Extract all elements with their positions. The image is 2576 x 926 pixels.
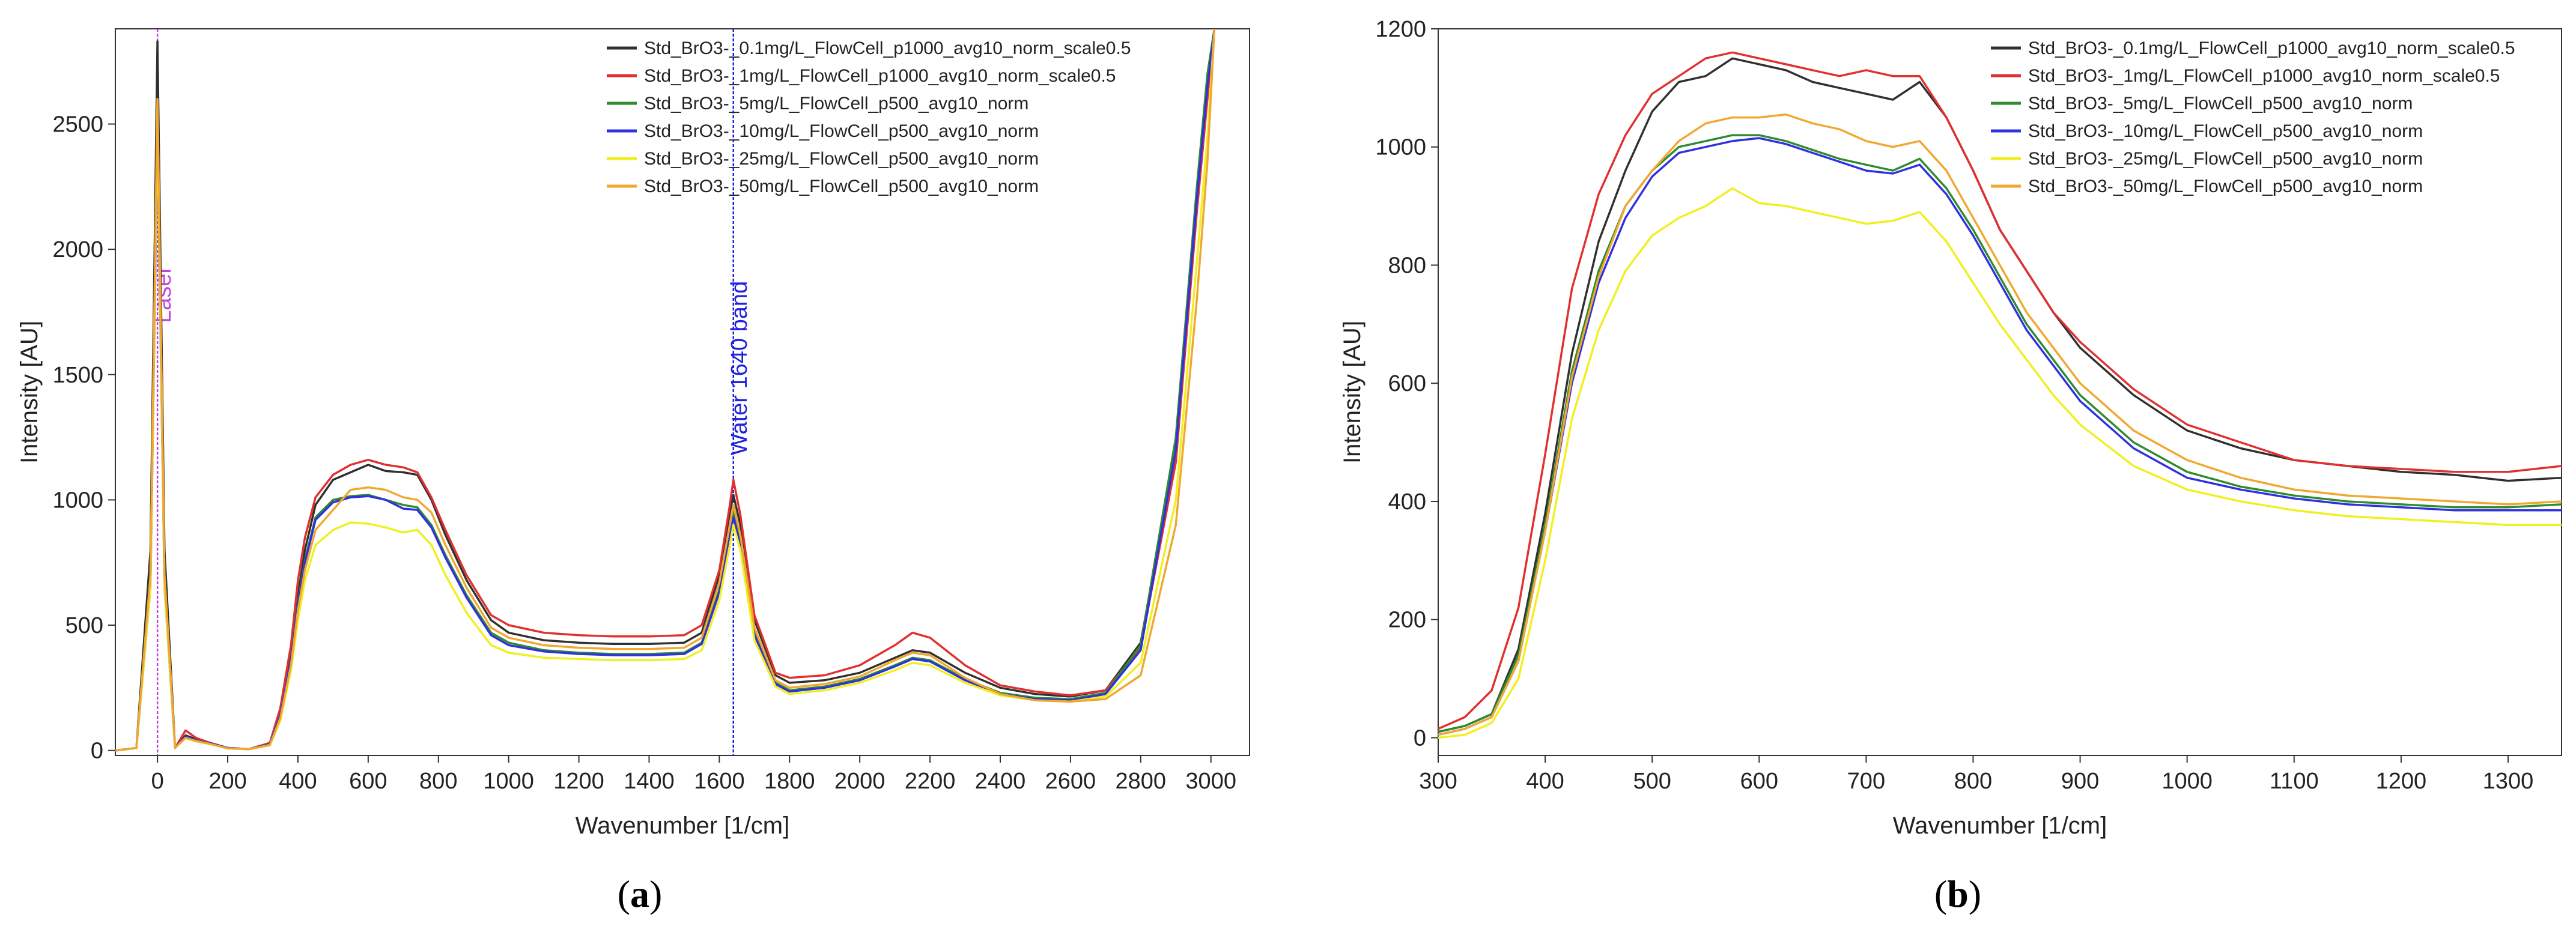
panel-b-xtick-label: 900 — [2061, 769, 2099, 794]
panel-b-series-line — [1438, 51, 2562, 730]
panel-a-xtick-label: 200 — [208, 769, 246, 794]
panel-a-legend-entry: Std_BrO3-_25mg/L_FlowCell_p500_avg10_nor… — [644, 149, 1039, 169]
panel-a-legend-entry: Std_BrO3-_5mg/L_FlowCell_p500_avg10_norm — [644, 94, 1028, 113]
panel-b-ytick-label: 1200 — [1375, 17, 1426, 42]
panel-a-ytick-label: 500 — [65, 613, 103, 638]
panel-a-xtick-label: 600 — [349, 769, 387, 794]
panel-b-xtick-label: 800 — [1954, 769, 1992, 794]
panel-a-legend-entry: Std_BrO3-_10mg/L_FlowCell_p500_avg10_nor… — [644, 121, 1039, 141]
panel-b-legend-entry: Std_BrO3-_50mg/L_FlowCell_p500_avg10_nor… — [2028, 177, 2423, 196]
panel-b-ytick-label: 600 — [1388, 371, 1426, 396]
panel-b-legend-entry: Std_BrO3-_25mg/L_FlowCell_p500_avg10_nor… — [2028, 149, 2423, 169]
panel-a-caption-open: ( — [618, 873, 630, 915]
panel-b-series-group — [1438, 51, 2562, 739]
panel-b-series-line — [1438, 57, 2562, 733]
panel-b-xtick-label: 1200 — [2376, 769, 2427, 794]
panel-b-xtick-label: 300 — [1419, 769, 1457, 794]
panel-b-x-axis-label: Wavenumber [1/cm] — [1893, 813, 2107, 839]
panel-b-legend-entry: Std_BrO3-_0.1mg/L_FlowCell_p1000_avg10_n… — [2028, 38, 2515, 58]
panel-b-ytick-label: 800 — [1388, 253, 1426, 278]
panel-a-xtick-label: 2200 — [905, 769, 956, 794]
panel-a-xtick-label: 2400 — [975, 769, 1026, 794]
chart-panel-b: 0 200 400 600 800 1000 1200 300 400 500 600 700 800 9… — [1339, 17, 2562, 915]
panel-a-ytick-label: 1500 — [52, 363, 103, 388]
panel-b-caption-open: ( — [1934, 873, 1947, 915]
panel-b-plot-frame — [1438, 28, 2562, 756]
panel-a-x-axis-label: Wavenumber [1/cm] — [576, 813, 789, 839]
panel-a-caption-close: ) — [649, 873, 662, 915]
panel-a-xtick-label: 800 — [419, 769, 457, 794]
panel-b-caption-letter: b — [1947, 873, 1969, 915]
panel-a-series-line — [115, 29, 1216, 752]
panel-b-y-axis-label: Intensity [AU] — [1339, 321, 1365, 464]
panel-a-xtick-label: 2800 — [1116, 769, 1167, 794]
panel-b-legend-entry: Std_BrO3-_5mg/L_FlowCell_p500_avg10_norm — [2028, 94, 2413, 113]
panel-a-caption-letter: a — [630, 873, 649, 915]
panel-a-xtick-label: 3000 — [1185, 769, 1236, 794]
panel-b-xtick-label: 600 — [1740, 769, 1778, 794]
panel-b-ytick-label: 0 — [1414, 725, 1426, 751]
panel-b-xtick-label: 500 — [1633, 769, 1671, 794]
panel-b-xtick-label: 1300 — [2483, 769, 2534, 794]
panel-b-ytick-label: 1000 — [1375, 135, 1426, 160]
panel-b-series-line — [1438, 113, 2562, 736]
panel-a-xtick-label: 1400 — [624, 769, 675, 794]
panel-a-caption: (a) — [618, 873, 663, 915]
panel-b-ytick-label: 200 — [1388, 608, 1426, 633]
panel-a-xtick-label: 2600 — [1045, 769, 1096, 794]
panel-b-caption: (b) — [1934, 873, 1981, 915]
panel-a-ytick-label: 1000 — [52, 488, 103, 513]
panel-a-series-group — [115, 29, 1216, 752]
panel-b-xtick-label: 1000 — [2161, 769, 2213, 794]
panel-a-xtick-label: 1800 — [764, 769, 815, 794]
panel-b-legend-entry: Std_BrO3-_1mg/L_FlowCell_p1000_avg10_nor… — [2028, 66, 2500, 86]
panel-b-xtick-label: 700 — [1847, 769, 1885, 794]
panel-a-ytick-label: 2000 — [52, 237, 103, 262]
panel-a-xtick-label: 1000 — [483, 769, 534, 794]
panel-b-series-line — [1438, 137, 2562, 736]
panel-a-xtick-label: 1200 — [553, 769, 604, 794]
panel-a-xtick-label: 2000 — [834, 769, 886, 794]
panel-a-y-axis-label: Intensity [AU] — [16, 321, 43, 464]
panel-b-series-line — [1438, 187, 2562, 739]
panel-b-legend-entry: Std_BrO3-_10mg/L_FlowCell_p500_avg10_nor… — [2028, 121, 2423, 141]
panel-a-ytick-label: 2500 — [52, 112, 103, 138]
panel-b-xtick-label: 1100 — [2270, 769, 2319, 794]
panel-a-legend-entry: Std_BrO3-_0.1mg/L_FlowCell_p1000_avg10_n… — [644, 38, 1131, 58]
panel-a-xtick-label: 1600 — [694, 769, 745, 794]
panel-b-ytick-label: 400 — [1388, 489, 1426, 515]
panel-a-legend-entry: Std_BrO3-_1mg/L_FlowCell_p1000_avg10_nor… — [644, 66, 1116, 86]
panel-a-xtick-label: 0 — [151, 769, 164, 794]
panel-b-xtick-label: 400 — [1526, 769, 1564, 794]
chart-panel-a: 0 500 1000 1500 2000 2500 0 200 400 600 800 1000 120… — [16, 28, 1250, 915]
panel-b-series-line — [1438, 134, 2562, 733]
panel-b-caption-close: ) — [1969, 873, 1981, 915]
panel-a-annotation-label: Water 1640 band — [727, 281, 752, 455]
panel-a-legend-entry: Std_BrO3-_50mg/L_FlowCell_p500_avg10_nor… — [644, 177, 1039, 196]
panel-a-ytick-label: 0 — [91, 739, 103, 764]
panel-a-xtick-label: 400 — [279, 769, 317, 794]
